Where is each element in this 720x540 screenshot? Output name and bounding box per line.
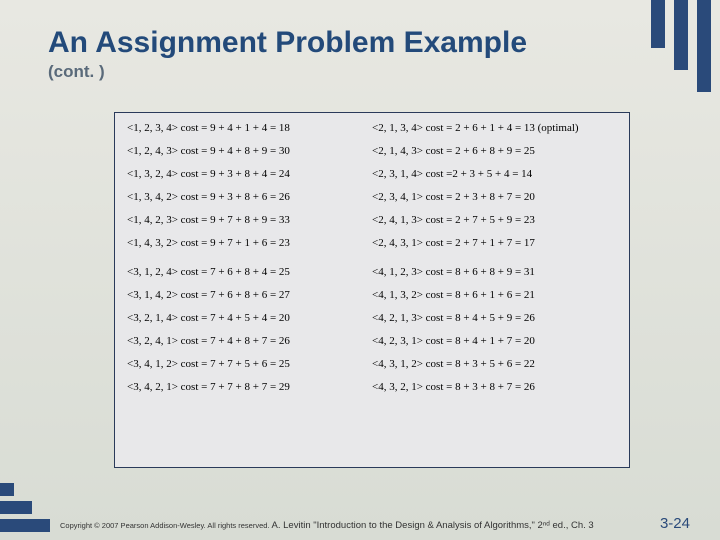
table-row: <3, 2, 1, 4> cost = 7 + 4 + 5 + 4 = 20<4… (127, 313, 617, 324)
perm-cell: <4, 1, 2, 3> cost = 8 + 6 + 8 + 9 = 31 (372, 267, 617, 278)
stripe (0, 501, 32, 514)
perm-cell: <3, 1, 2, 4> cost = 7 + 6 + 8 + 4 = 25 (127, 267, 372, 278)
perm-cell: <4, 2, 3, 1> cost = 8 + 4 + 1 + 7 = 20 (372, 336, 617, 347)
table-row: <3, 2, 4, 1> cost = 7 + 4 + 8 + 7 = 26<4… (127, 336, 617, 347)
stripe (674, 0, 688, 70)
slide-title: An Assignment Problem Example (48, 26, 527, 60)
perm-cell: <3, 4, 1, 2> cost = 7 + 7 + 5 + 6 = 25 (127, 359, 372, 370)
footer: Copyright © 2007 Pearson Addison-Wesley.… (60, 515, 690, 532)
perm-cell: <4, 1, 3, 2> cost = 8 + 6 + 1 + 6 = 21 (372, 290, 617, 301)
stripe (0, 483, 14, 496)
perm-cell: <2, 1, 3, 4> cost = 2 + 6 + 1 + 4 = 13 (… (372, 123, 617, 134)
table-row: <1, 3, 2, 4> cost = 9 + 3 + 8 + 4 = 24<2… (127, 169, 617, 180)
perm-cell: <1, 4, 2, 3> cost = 9 + 7 + 8 + 9 = 33 (127, 215, 372, 226)
stripe (0, 519, 50, 532)
perm-cell: <3, 4, 2, 1> cost = 7 + 7 + 8 + 7 = 29 (127, 382, 372, 393)
table-row: <1, 2, 4, 3> cost = 9 + 4 + 8 + 9 = 30<2… (127, 146, 617, 157)
slide: An Assignment Problem Example (cont. ) <… (0, 0, 720, 540)
table-row: <1, 3, 4, 2> cost = 9 + 3 + 8 + 6 = 26<2… (127, 192, 617, 203)
perm-cell: <4, 3, 2, 1> cost = 8 + 3 + 8 + 7 = 26 (372, 382, 617, 393)
perm-cell: <1, 3, 2, 4> cost = 9 + 3 + 8 + 4 = 24 (127, 169, 372, 180)
perm-cell: <4, 2, 1, 3> cost = 8 + 4 + 5 + 9 = 26 (372, 313, 617, 324)
table-row: <1, 2, 3, 4> cost = 9 + 4 + 1 + 4 = 18<2… (127, 123, 617, 134)
perm-cell: <2, 3, 4, 1> cost = 2 + 3 + 8 + 7 = 20 (372, 192, 617, 203)
perm-cell: <3, 2, 4, 1> cost = 7 + 4 + 8 + 7 = 26 (127, 336, 372, 347)
perm-cell: <1, 2, 3, 4> cost = 9 + 4 + 1 + 4 = 18 (127, 123, 372, 134)
copyright-text: Copyright © 2007 Pearson Addison-Wesley.… (60, 521, 270, 530)
perm-cell: <3, 2, 1, 4> cost = 7 + 4 + 5 + 4 = 20 (127, 313, 372, 324)
perm-cell: <2, 3, 1, 4> cost =2 + 3 + 5 + 4 = 14 (372, 169, 617, 180)
table-row: <3, 4, 2, 1> cost = 7 + 7 + 8 + 7 = 29<4… (127, 382, 617, 393)
perm-cell: <2, 4, 3, 1> cost = 2 + 7 + 1 + 7 = 17 (372, 238, 617, 249)
page-number: 3-24 (660, 515, 690, 532)
table-row: <3, 1, 4, 2> cost = 7 + 6 + 8 + 6 = 27<4… (127, 290, 617, 301)
stripe (697, 0, 711, 92)
citation-text: A. Levitin "Introduction to the Design &… (272, 520, 594, 531)
perm-cell: <1, 4, 3, 2> cost = 9 + 7 + 1 + 6 = 23 (127, 238, 372, 249)
table-row: <1, 4, 3, 2> cost = 9 + 7 + 1 + 6 = 23<2… (127, 238, 617, 249)
perm-cell: <2, 4, 1, 3> cost = 2 + 7 + 5 + 9 = 23 (372, 215, 617, 226)
table-row: <3, 4, 1, 2> cost = 7 + 7 + 5 + 6 = 25<4… (127, 359, 617, 370)
perm-cell: <1, 3, 4, 2> cost = 9 + 3 + 8 + 6 = 26 (127, 192, 372, 203)
perm-cell: <4, 3, 1, 2> cost = 8 + 3 + 5 + 6 = 22 (372, 359, 617, 370)
perm-cell: <3, 1, 4, 2> cost = 7 + 6 + 8 + 6 = 27 (127, 290, 372, 301)
table-row: <3, 1, 2, 4> cost = 7 + 6 + 8 + 4 = 25<4… (127, 267, 617, 278)
stripe (651, 0, 665, 48)
slide-subtitle: (cont. ) (48, 62, 105, 82)
perm-cell: <1, 2, 4, 3> cost = 9 + 4 + 8 + 9 = 30 (127, 146, 372, 157)
content-box: <1, 2, 3, 4> cost = 9 + 4 + 1 + 4 = 18<2… (114, 112, 630, 468)
corner-stripes (600, 0, 720, 90)
table-row: <1, 4, 2, 3> cost = 9 + 7 + 8 + 9 = 33<2… (127, 215, 617, 226)
perm-cell: <2, 1, 4, 3> cost = 2 + 6 + 8 + 9 = 25 (372, 146, 617, 157)
